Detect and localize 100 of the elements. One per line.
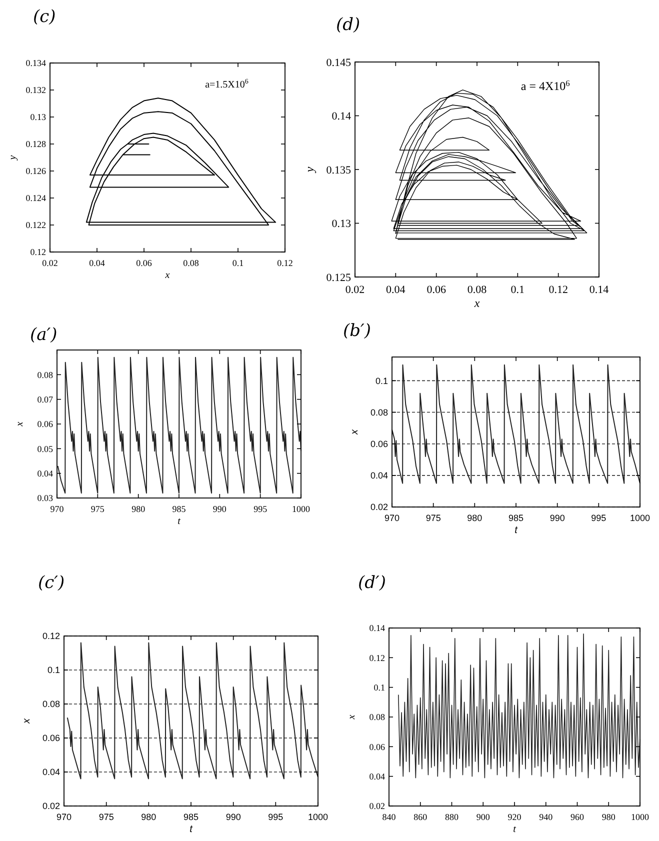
x-tick-label: 0.1 — [510, 284, 525, 296]
x-tick-label: 0.12 — [277, 258, 293, 268]
line-series — [398, 634, 640, 778]
y-tick-label: 0.124 — [26, 193, 46, 204]
y-tick-label: 0.12 — [30, 247, 46, 258]
x-axis-title: x — [473, 296, 480, 310]
y-tick-label: 0.08 — [42, 699, 60, 710]
y-axis-title: y — [7, 154, 18, 161]
x-tick-label: 880 — [445, 812, 459, 822]
x-tick-label: 1000 — [308, 812, 328, 822]
x-axis-title: t — [513, 824, 516, 835]
x-tick-label: 940 — [539, 812, 554, 822]
y-tick-label: 0.1 — [375, 376, 388, 386]
y-tick-label: 0.128 — [26, 139, 46, 150]
y-tick-label: 0.06 — [42, 733, 60, 744]
y-tick-label: 0.03 — [37, 493, 54, 504]
x-tick-label: 1000 — [292, 504, 310, 514]
y-tick-label: 0.134 — [26, 58, 46, 68]
y-tick-label: 0.14 — [332, 110, 352, 123]
annotation: a=1.5X10$^{6}$ — [205, 78, 249, 91]
y-tick-label: 0.13 — [332, 218, 352, 230]
x-tick-label: 970 — [50, 504, 64, 514]
x-tick-label: 985 — [183, 812, 199, 822]
chart-title: (d′) — [358, 573, 386, 593]
x-tick-label: 0.08 — [467, 284, 488, 296]
y-tick-label: 0.1 — [47, 665, 60, 676]
line-series — [392, 364, 640, 484]
annotation: a = 4X10$^{6}$ — [520, 78, 570, 93]
x-tick-label: 975 — [426, 513, 441, 523]
x-axis-title: x — [164, 270, 170, 281]
x-tick-label: 980 — [132, 504, 146, 514]
x-tick-label: 900 — [476, 812, 490, 822]
x-tick-label: 985 — [172, 504, 186, 514]
x-tick-label: 1000 — [631, 812, 650, 822]
x-axis-title: t — [178, 516, 181, 527]
y-tick-label: 0.125 — [326, 272, 352, 284]
x-tick-label: 860 — [414, 812, 428, 822]
x-tick-label: 0.08 — [183, 258, 200, 268]
x-tick-label: 0.04 — [89, 258, 106, 268]
y-tick-label: 0.08 — [370, 407, 388, 418]
x-tick-label: 990 — [212, 504, 227, 514]
y-axis-title: y — [302, 166, 317, 174]
chart-title: (c) — [33, 7, 56, 27]
y-tick-label: 0.08 — [369, 712, 386, 722]
x-tick-label: 975 — [90, 504, 105, 514]
x-tick-label: 985 — [508, 513, 524, 523]
x-tick-label: 995 — [254, 504, 268, 514]
x-tick-label: 0.1 — [232, 258, 244, 268]
line-series — [57, 356, 302, 494]
x-tick-label: 970 — [384, 513, 400, 523]
y-tick-label: 0.08 — [37, 370, 54, 380]
line-series — [86, 98, 276, 226]
x-tick-label: 980 — [467, 513, 482, 523]
y-axis-title: x — [21, 718, 32, 724]
x-axis-title: t — [190, 824, 194, 835]
y-axis-title: x — [346, 714, 358, 720]
y-tick-label: 0.12 — [369, 652, 385, 663]
x-tick-label: 960 — [570, 812, 584, 822]
y-axis-title: x — [14, 421, 26, 428]
x-tick-label: 0.04 — [386, 284, 406, 296]
y-tick-label: 0.02 — [369, 801, 385, 812]
x-tick-label: 990 — [226, 812, 241, 822]
x-tick-label: 990 — [550, 513, 565, 523]
x-tick-label: 0.06 — [426, 284, 446, 296]
y-tick-label: 0.06 — [37, 419, 54, 430]
y-tick-label: 0.122 — [26, 220, 46, 230]
y-tick-label: 0.126 — [26, 166, 46, 176]
x-tick-label: 920 — [508, 812, 522, 822]
y-tick-label: 0.04 — [37, 468, 54, 478]
y-tick-label: 0.02 — [42, 801, 60, 812]
line-series — [66, 642, 318, 780]
y-tick-label: 0.132 — [26, 85, 46, 96]
y-tick-label: 0.04 — [42, 767, 60, 778]
y-tick-label: 0.06 — [369, 742, 386, 752]
x-tick-label: 980 — [141, 812, 156, 822]
x-tick-label: 0.02 — [345, 284, 365, 296]
y-tick-label: 0.07 — [37, 394, 54, 404]
x-tick-label: 0.12 — [548, 284, 568, 296]
y-tick-label: 0.145 — [326, 56, 352, 69]
x-tick-label: 0.06 — [136, 258, 152, 268]
y-tick-label: 0.06 — [370, 438, 388, 449]
y-tick-label: 0.04 — [369, 771, 386, 782]
x-axis-title: t — [514, 525, 519, 536]
y-axis-title: x — [349, 428, 360, 436]
y-tick-label: 0.135 — [326, 164, 352, 176]
x-tick-label: 975 — [98, 812, 114, 822]
chart-title: (b′) — [343, 321, 372, 341]
x-tick-label: 970 — [56, 812, 72, 822]
y-tick-label: 0.05 — [37, 444, 54, 454]
y-tick-label: 0.13 — [30, 112, 46, 122]
x-tick-label: 980 — [602, 812, 616, 822]
line-series — [391, 90, 588, 240]
y-tick-label: 0.1 — [374, 682, 385, 692]
chart-title: (c′) — [38, 573, 65, 593]
x-tick-label: 840 — [382, 812, 396, 822]
y-tick-label: 0.14 — [369, 623, 386, 634]
x-tick-label: 0.14 — [589, 284, 610, 296]
x-tick-label: 1000 — [630, 513, 650, 523]
y-tick-label: 0.12 — [42, 631, 60, 642]
x-tick-label: 995 — [268, 812, 284, 822]
